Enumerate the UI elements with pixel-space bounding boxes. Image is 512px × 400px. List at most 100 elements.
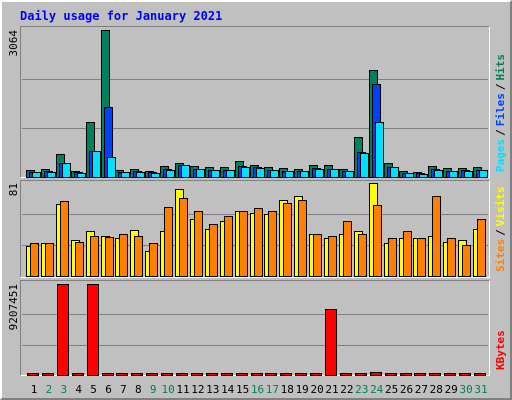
legend-entry: Sites [494,239,507,272]
x-tick-label: 1 [31,383,38,396]
x-tick-label: 17 [266,383,279,396]
legend-entry: Hits [494,54,507,81]
bar [405,173,414,178]
bar [77,173,86,178]
bar [464,171,473,178]
legend-entry: Files [494,93,507,126]
x-tick-label: 10 [161,383,174,396]
bar [194,211,203,277]
bar [400,373,412,376]
bar [62,163,71,178]
x-tick-label: 9 [150,383,157,396]
x-tick-label: 14 [221,383,235,396]
bar [310,373,322,376]
bar [449,171,458,178]
bar [119,234,128,277]
x-tick-label: 18 [281,383,294,396]
x-tick-label: 28 [430,383,443,396]
bar [298,200,307,277]
bar [462,245,471,277]
bar [285,171,294,178]
bar [181,165,190,178]
bar [176,373,188,376]
x-tick-label: 13 [206,383,219,396]
bar [107,157,116,178]
panel-bevel [20,280,490,376]
y-tick-label: 9207451 [7,284,20,330]
bar [385,373,397,376]
bar [191,373,203,376]
bar [375,122,384,178]
bar [447,238,456,277]
bar [429,373,441,376]
bar [209,224,218,277]
bar [268,211,277,277]
x-tick-label: 25 [385,383,398,396]
x-tick-label: 27 [415,383,428,396]
bar [403,231,412,277]
bar [479,170,488,178]
bar [388,238,397,277]
x-tick-label: 6 [105,383,112,396]
x-tick-label: 8 [135,383,142,396]
bar [57,284,69,376]
panel-bevel [20,180,490,278]
x-tick-label: 30 [459,383,472,396]
bar [161,373,173,376]
bar [432,196,441,277]
bar [226,170,235,178]
x-tick-label: 5 [90,383,97,396]
bar [105,237,114,277]
bar [131,373,143,376]
bar [224,216,233,277]
bar [87,284,99,376]
x-tick-label: 20 [310,383,323,396]
bar [300,171,309,178]
bar [355,373,367,376]
bar [390,167,399,178]
bar [477,219,486,277]
bar [370,372,382,376]
legend-entry: KBytes [494,330,507,370]
panel-bevel [20,180,490,278]
bar [256,168,265,178]
legend-separator: / [494,83,507,90]
bar [134,236,143,277]
bar [345,171,354,178]
bar [417,238,426,277]
bar [72,373,84,376]
bar [444,373,456,376]
bar [254,208,263,277]
bar [116,373,128,376]
x-tick-label: 4 [75,383,82,396]
x-tick-label: 21 [325,383,338,396]
bar [360,153,369,178]
bar [343,221,352,277]
bar [325,309,337,376]
bar [295,373,307,376]
x-tick-label: 26 [400,383,413,396]
bar [328,236,337,277]
x-tick-label: 19 [296,383,309,396]
bar [373,205,382,277]
bar [151,173,160,178]
bar [30,243,39,277]
bar [166,170,175,178]
x-tick-label: 2 [46,383,53,396]
bar [239,211,248,277]
legend-entry: Visits [494,187,507,227]
bar [90,236,99,277]
bar [75,242,84,277]
bar [251,373,263,376]
x-tick-label: 29 [445,383,458,396]
x-tick-label: 3 [60,383,67,396]
x-tick-label: 22 [340,383,353,396]
bar [459,373,471,376]
bar [340,373,352,376]
legend-separator: / [494,229,507,236]
bar [42,373,54,376]
bar [265,373,277,376]
